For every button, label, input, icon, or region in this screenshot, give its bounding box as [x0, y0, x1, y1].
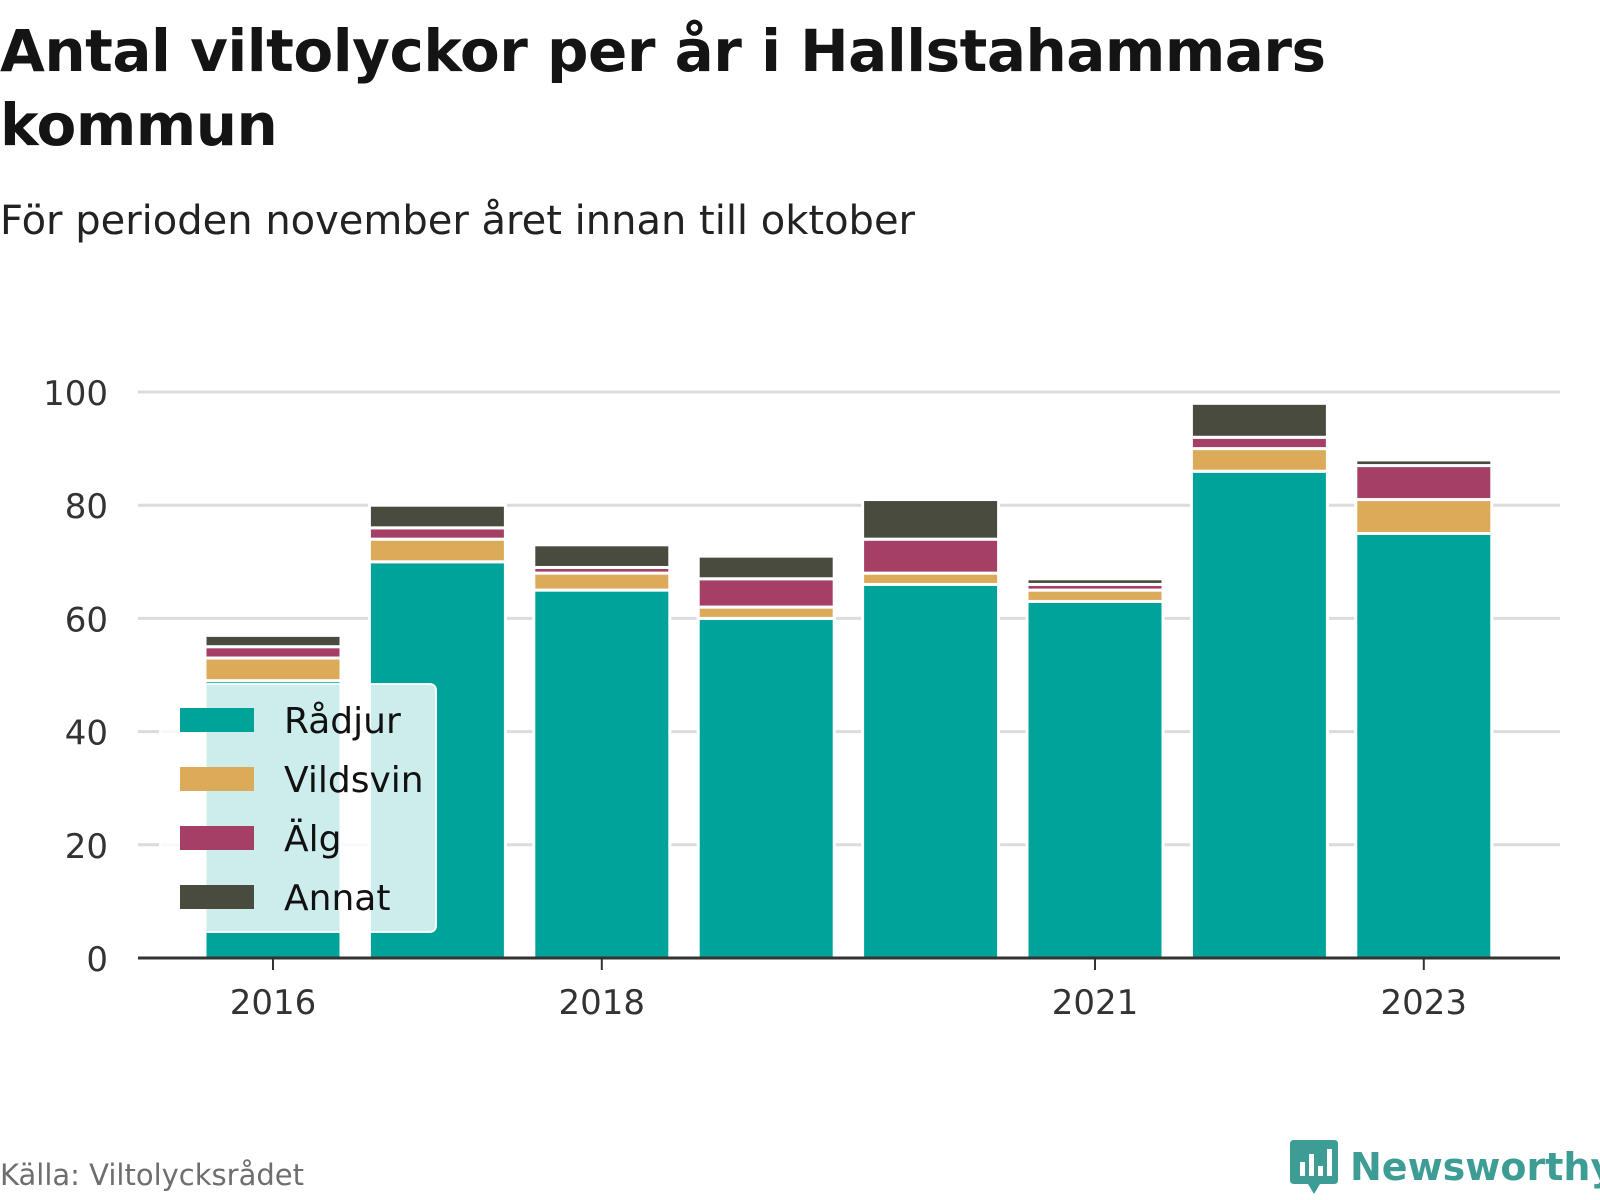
bar-segment-vildsvin	[696, 605, 836, 620]
bar-segment-vildsvin	[367, 537, 507, 564]
chart-subtitle: För perioden november året innan till ok…	[0, 198, 915, 244]
bar-segment-rådjur	[1189, 469, 1329, 960]
bar-segment-annat	[696, 554, 836, 581]
source-note: Källa: Viltolycksrådet	[0, 1158, 304, 1192]
legend-label: Rådjur	[284, 701, 401, 742]
x-tick-label: 2016	[230, 983, 317, 1023]
newsworthy-logo-icon	[1290, 1140, 1338, 1194]
bar-segment-annat	[532, 543, 672, 569]
legend-label: Älg	[284, 818, 341, 860]
bar-segment-rådjur	[1025, 599, 1165, 960]
bar-segment-älg	[696, 577, 836, 609]
bar-segment-annat	[1354, 458, 1494, 468]
bar-segment-vildsvin	[532, 571, 672, 592]
y-tick-label: 80	[65, 487, 108, 527]
bar-segment-älg	[1354, 464, 1494, 502]
x-tick-label: 2018	[559, 983, 646, 1023]
bar-segment-annat	[861, 498, 1001, 541]
y-axis-ticks: 0 20 40 60 80 100	[43, 374, 108, 980]
bar-segment-annat	[1189, 401, 1329, 439]
bar-segment-rådjur	[861, 582, 1001, 960]
bar-segment-älg	[203, 645, 343, 660]
legend-swatch	[180, 708, 254, 732]
y-tick-label: 40	[65, 714, 108, 754]
legend-label: Annat	[284, 878, 390, 919]
y-tick-label: 20	[65, 827, 108, 867]
stacked-bar-chart: 0 20 40 60 80 100 2016 2018 2021 2023 Rådjur Vild…	[43, 374, 1560, 1023]
y-tick-label: 100	[43, 374, 108, 414]
bar-segment-vildsvin	[203, 656, 343, 683]
bar-segment-vildsvin	[861, 571, 1001, 586]
x-tick-label: 2023	[1381, 983, 1468, 1023]
bar-segment-annat	[367, 503, 507, 530]
bar-segment-vildsvin	[1189, 447, 1329, 473]
brand-name: Newsworthy	[1350, 1145, 1600, 1189]
bar-segment-älg	[367, 526, 507, 541]
bar-segment-annat	[203, 633, 343, 649]
legend-label: Vildsvin	[284, 760, 424, 801]
bar-segment-älg	[861, 537, 1001, 575]
bar-segment-rådjur	[532, 588, 672, 960]
x-axis: 2016 2018 2021 2023	[138, 956, 1560, 1023]
bar-segment-vildsvin	[1354, 498, 1494, 536]
chart-title: Antal viltolyckor per år i Hallstahammar…	[0, 17, 1326, 159]
legend-swatch	[180, 767, 254, 791]
y-tick-label: 60	[65, 600, 108, 640]
brand-logo: Newsworthy	[1290, 1140, 1600, 1194]
legend-box	[159, 683, 437, 933]
bar-segment-vildsvin	[1025, 588, 1165, 603]
bar-segment-älg	[1189, 435, 1329, 451]
bars	[203, 401, 1494, 960]
x-tick-label: 2021	[1052, 983, 1139, 1023]
bar-segment-rådjur	[1354, 532, 1494, 960]
legend: Rådjur Vildsvin Älg Annat	[159, 683, 437, 933]
y-tick-label: 0	[86, 940, 108, 980]
legend-swatch	[180, 885, 254, 909]
legend-swatch	[180, 826, 254, 850]
bar-segment-rådjur	[696, 616, 836, 960]
bar-segment-annat	[1025, 577, 1165, 586]
